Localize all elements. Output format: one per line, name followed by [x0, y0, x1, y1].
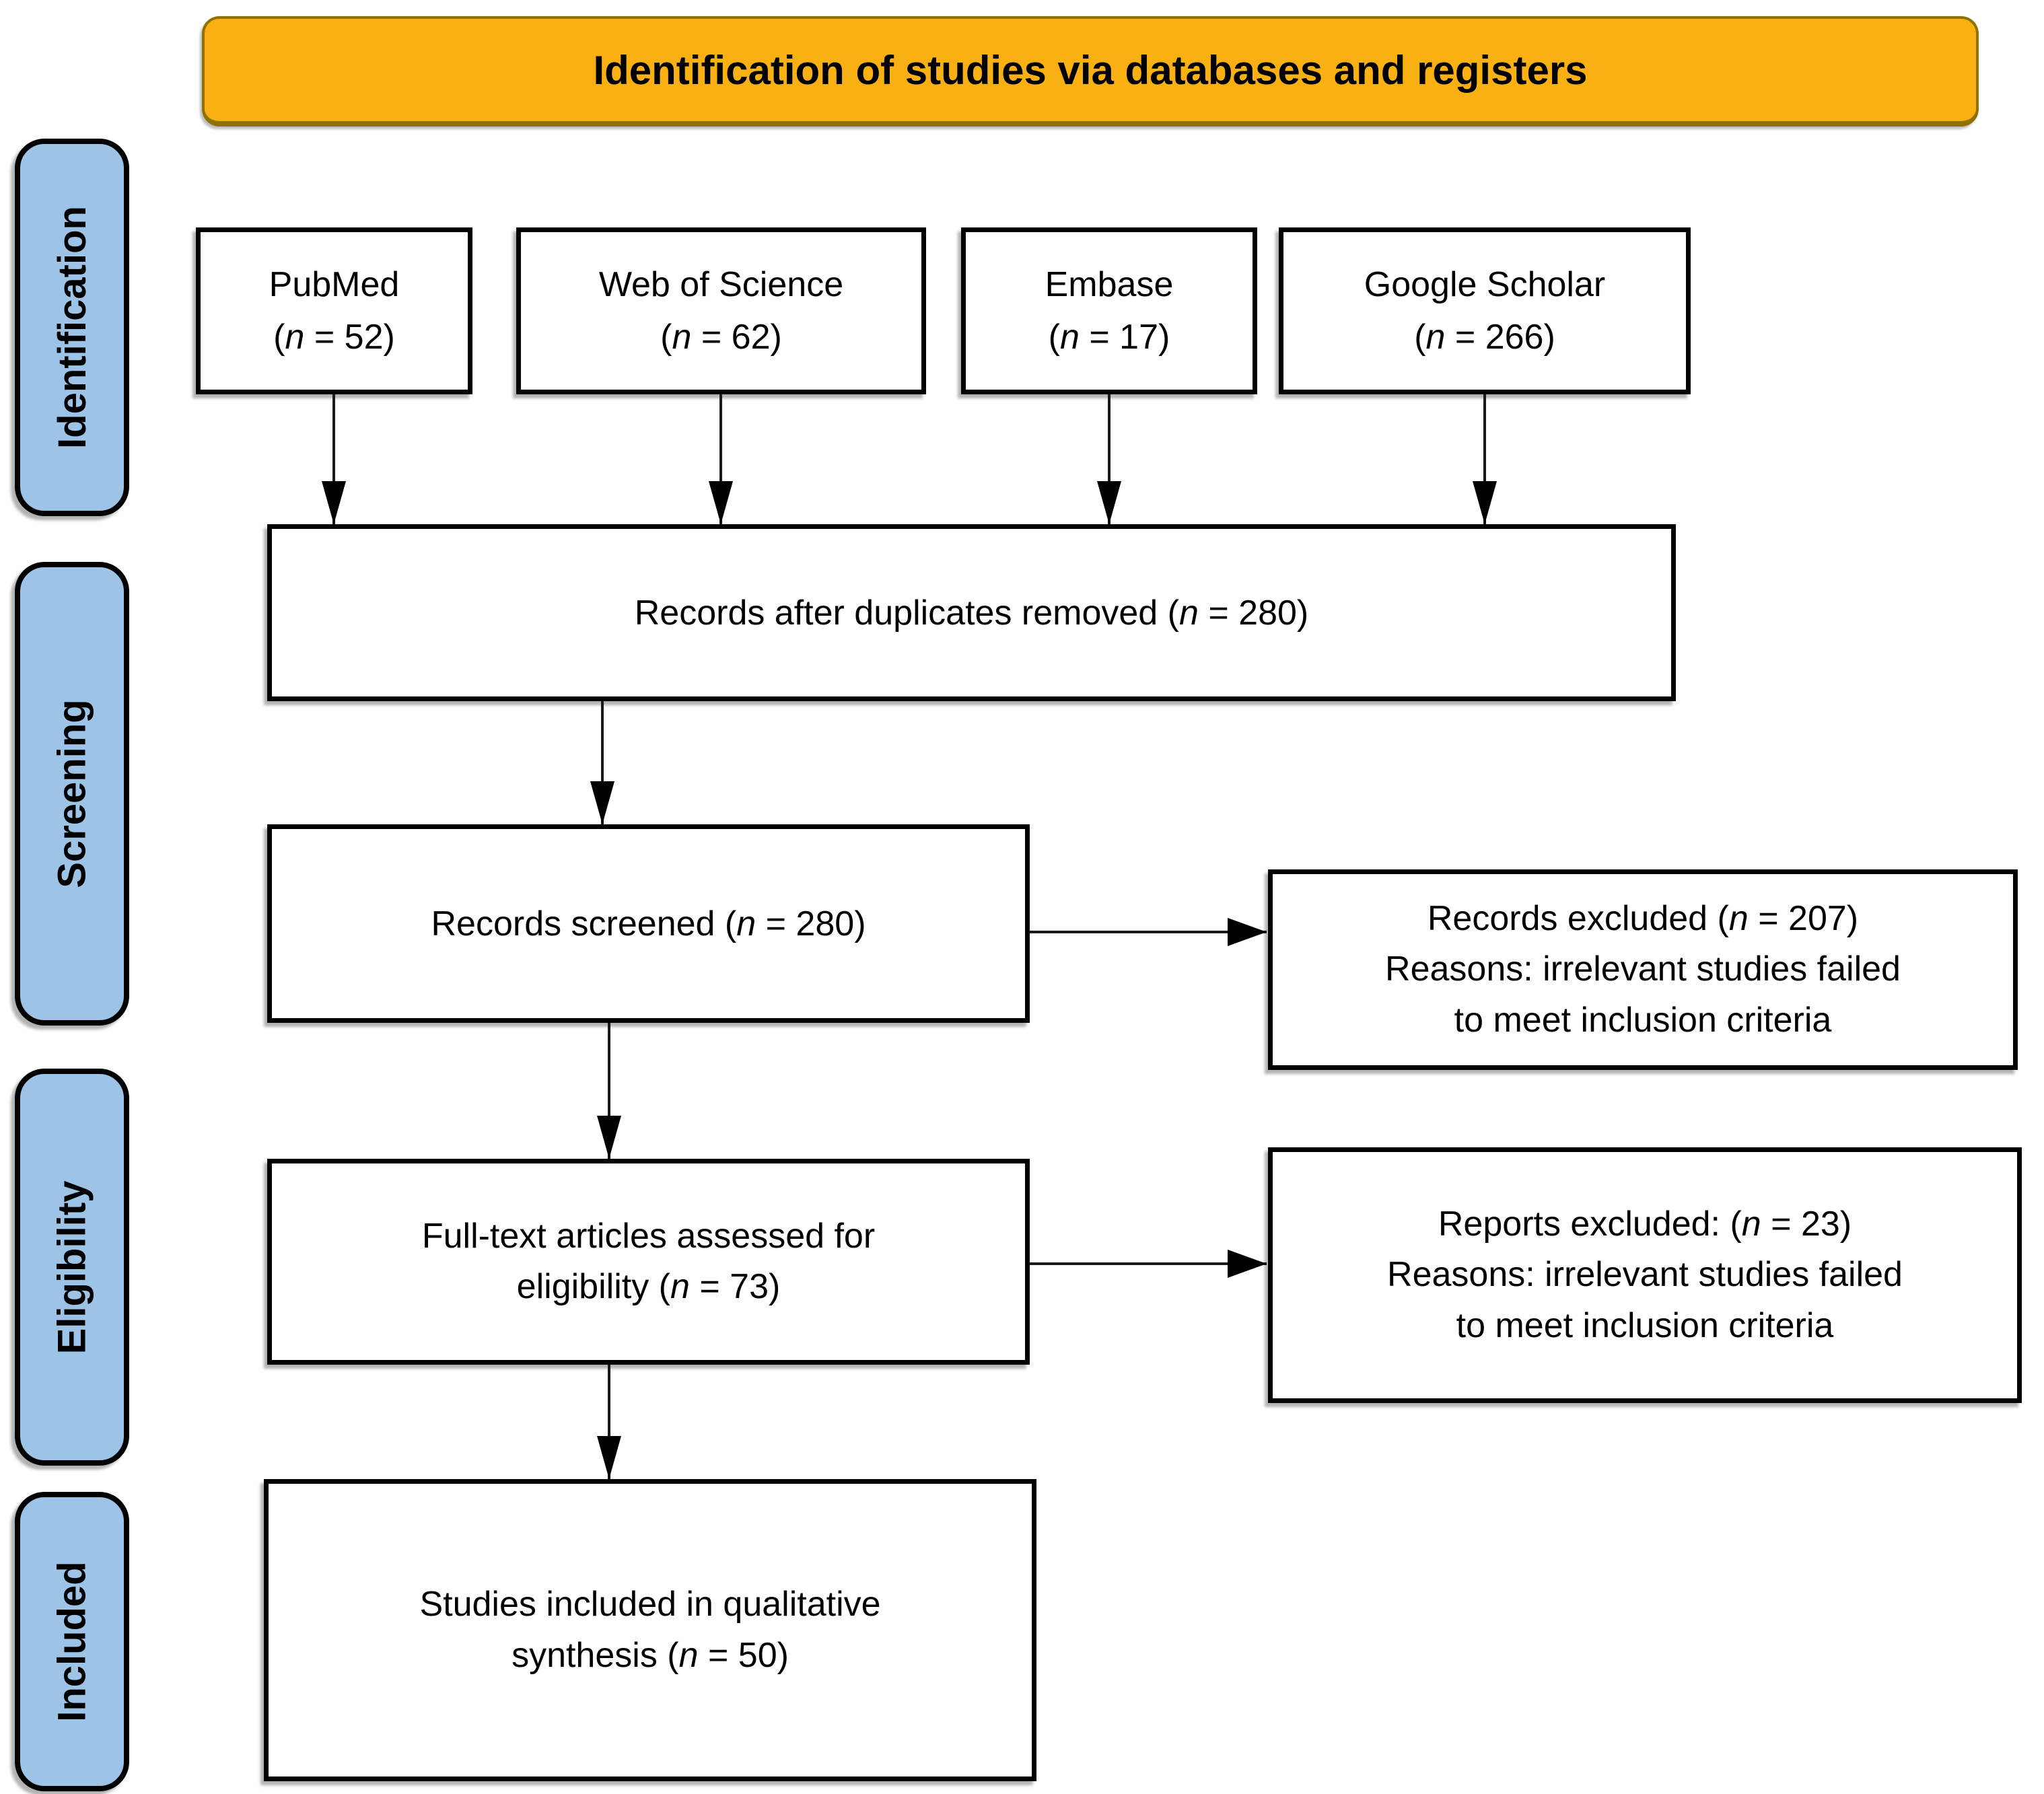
box-records-excluded: Records excluded (n = 207) Reasons: irrel… — [1268, 869, 2018, 1070]
banner-title: Identification of studies via databases … — [593, 47, 1588, 93]
studies-included-label: Studies included in qualitative synthesis… — [419, 1585, 881, 1675]
arrow-screened-to-fulltext — [608, 1023, 610, 1159]
source-box-google-scholar: Google Scholar (n = 266) — [1279, 227, 1691, 394]
box-reports-excluded: Reports excluded: (n = 23) Reasons: irrel… — [1268, 1147, 2022, 1403]
box-duplicates-removed: Records after duplicates removed (n = 28… — [267, 524, 1676, 701]
records-screened-label: Records screened (n = 280) — [431, 904, 866, 943]
stage-identification: Identification — [15, 139, 129, 516]
banner: Identification of studies via databases … — [202, 16, 1979, 127]
source-google-scholar-label: Google Scholar (n = 266) — [1364, 265, 1606, 357]
stage-included: Included — [15, 1492, 129, 1791]
stage-included-label: Included — [50, 1561, 94, 1722]
arrow-embase-to-duplicates — [1108, 394, 1111, 524]
box-records-screened: Records screened (n = 280) — [267, 824, 1030, 1023]
source-box-embase: Embase (n = 17) — [961, 227, 1257, 394]
source-embase-label: Embase (n = 17) — [1045, 265, 1174, 357]
duplicates-removed-label: Records after duplicates removed (n = 28… — [634, 593, 1309, 633]
stage-eligibility-label: Eligibility — [50, 1180, 94, 1354]
box-studies-included: Studies included in qualitative synthesis… — [264, 1479, 1036, 1781]
arrow-screened-to-excluded — [1030, 931, 1267, 933]
reports-excluded-label: Reports excluded: (n = 23) Reasons: irrel… — [1387, 1204, 1903, 1345]
source-pubmed-label: PubMed (n = 52) — [269, 265, 400, 357]
stage-screening-label: Screening — [50, 699, 94, 888]
source-box-pubmed: PubMed (n = 52) — [196, 227, 472, 394]
arrow-google-scholar-to-duplicates — [1483, 394, 1486, 524]
arrow-pubmed-to-duplicates — [332, 394, 335, 524]
stage-screening: Screening — [15, 562, 129, 1026]
arrow-fulltext-to-reports-excluded — [1030, 1262, 1267, 1265]
fulltext-assessed-label: Full-text articles assessed for eligibili… — [421, 1216, 876, 1306]
arrow-web-of-science-to-duplicates — [719, 394, 722, 524]
box-fulltext-assessed: Full-text articles assessed for eligibili… — [267, 1159, 1030, 1365]
stage-eligibility: Eligibility — [15, 1069, 129, 1466]
arrow-fulltext-to-studies — [608, 1365, 610, 1479]
source-web-of-science-label: Web of Science (n = 62) — [598, 265, 844, 357]
source-box-web-of-science: Web of Science (n = 62) — [516, 227, 926, 394]
stage-identification-label: Identification — [50, 206, 94, 449]
arrow-duplicates-to-screened — [601, 701, 604, 824]
records-excluded-label: Records excluded (n = 207) Reasons: irrel… — [1385, 898, 1901, 1040]
